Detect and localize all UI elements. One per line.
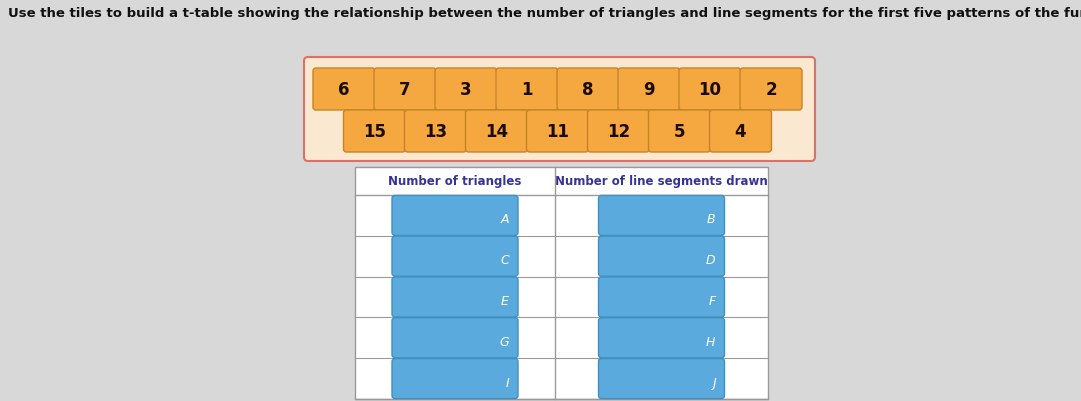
Text: 12: 12: [606, 123, 630, 141]
Text: 1: 1: [521, 81, 533, 99]
Text: H: H: [706, 335, 716, 348]
Text: I: I: [505, 376, 509, 389]
Text: Number of triangles: Number of triangles: [388, 175, 522, 188]
Text: 5: 5: [673, 123, 685, 141]
FancyBboxPatch shape: [599, 359, 724, 399]
Text: 4: 4: [735, 123, 746, 141]
Text: 13: 13: [424, 123, 448, 141]
FancyBboxPatch shape: [709, 111, 772, 153]
Text: 15: 15: [363, 123, 386, 141]
FancyBboxPatch shape: [599, 318, 724, 358]
FancyBboxPatch shape: [618, 69, 680, 111]
FancyBboxPatch shape: [740, 69, 802, 111]
FancyBboxPatch shape: [435, 69, 497, 111]
FancyBboxPatch shape: [649, 111, 710, 153]
FancyBboxPatch shape: [344, 111, 405, 153]
FancyBboxPatch shape: [466, 111, 528, 153]
FancyBboxPatch shape: [679, 69, 740, 111]
FancyBboxPatch shape: [587, 111, 650, 153]
Text: 3: 3: [461, 81, 471, 99]
FancyBboxPatch shape: [599, 277, 724, 317]
FancyBboxPatch shape: [392, 237, 518, 277]
FancyBboxPatch shape: [313, 69, 375, 111]
Text: G: G: [499, 335, 509, 348]
FancyBboxPatch shape: [526, 111, 588, 153]
Text: 6: 6: [338, 81, 350, 99]
FancyBboxPatch shape: [304, 58, 815, 162]
FancyBboxPatch shape: [392, 359, 518, 399]
Text: D: D: [706, 253, 716, 267]
Text: 7: 7: [399, 81, 411, 99]
FancyBboxPatch shape: [392, 318, 518, 358]
Text: C: C: [501, 253, 509, 267]
FancyBboxPatch shape: [557, 69, 619, 111]
FancyBboxPatch shape: [599, 237, 724, 277]
Text: Use the tiles to build a t-table showing the relationship between the number of : Use the tiles to build a t-table showing…: [8, 7, 1081, 20]
Text: Number of line segments drawn: Number of line segments drawn: [556, 175, 768, 188]
Text: 2: 2: [765, 81, 777, 99]
Text: 10: 10: [698, 81, 721, 99]
Text: A: A: [501, 213, 509, 226]
Text: 9: 9: [643, 81, 655, 99]
FancyBboxPatch shape: [392, 277, 518, 317]
Text: J: J: [711, 376, 716, 389]
Text: 8: 8: [583, 81, 593, 99]
FancyBboxPatch shape: [496, 69, 558, 111]
Text: F: F: [708, 294, 716, 307]
Text: E: E: [502, 294, 509, 307]
Text: 14: 14: [485, 123, 508, 141]
Text: 11: 11: [546, 123, 569, 141]
FancyBboxPatch shape: [404, 111, 467, 153]
Text: B: B: [707, 213, 716, 226]
FancyBboxPatch shape: [374, 69, 436, 111]
FancyBboxPatch shape: [599, 196, 724, 236]
Bar: [355, 168, 768, 399]
FancyBboxPatch shape: [392, 196, 518, 236]
